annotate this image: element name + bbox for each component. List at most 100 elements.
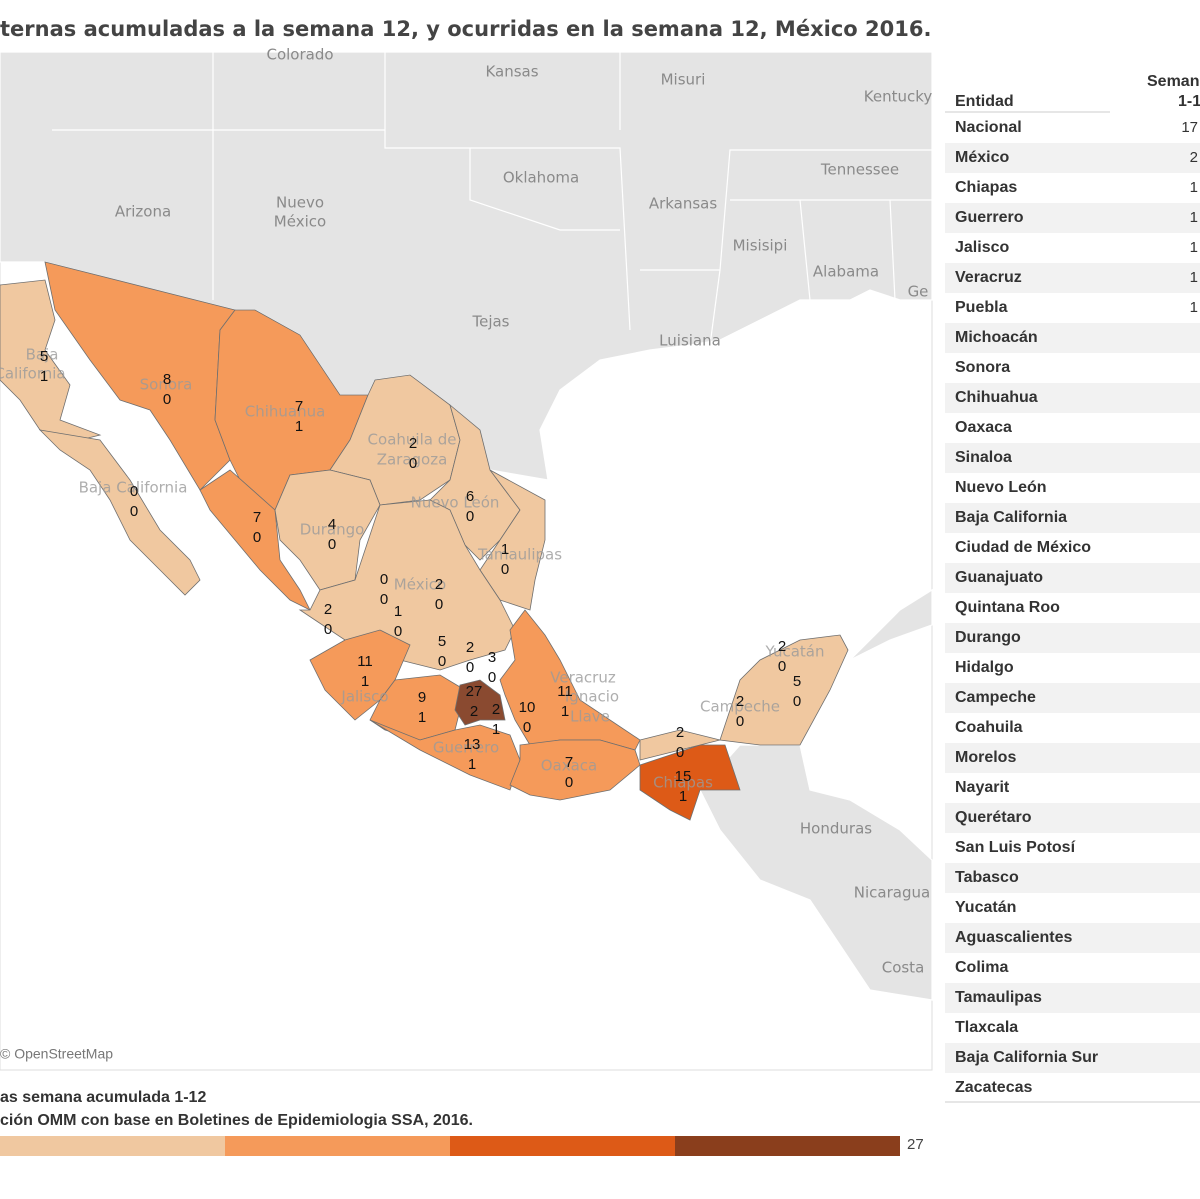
state-accumulated: 7 [295,398,303,415]
states [0,261,849,821]
row-bg [945,683,1200,713]
place-label: Campeche [700,698,780,716]
legend-swatch [450,1136,675,1156]
place-label: México [394,576,446,594]
entity: San Luis Potosí [955,839,1076,856]
row-bg [945,983,1200,1013]
value: 1 [1190,299,1198,316]
state-accumulated: 5 [40,348,48,365]
state-week: 1 [418,709,426,726]
place-label: México [274,213,326,231]
place-label: Sonora [140,376,193,394]
state [38,429,201,596]
row-bg [945,263,1200,293]
place-label: Arkansas [649,195,718,213]
value: 1 [1190,179,1198,196]
legend-swatch [675,1136,900,1156]
entity: Tlaxcala [955,1019,1018,1036]
state-week: 0 [394,623,402,640]
legend-max: 27 [907,1136,924,1153]
entity: Nuevo León [955,479,1047,496]
place-label: Alabama [813,263,879,281]
row-bg [945,143,1200,173]
entity: Colima [955,959,1008,976]
state-week: 0 [324,621,332,638]
entity: Guerrero [955,209,1024,226]
state-week: 1 [492,721,500,738]
state-accumulated: 0 [380,571,388,588]
table-header: Entidad [955,93,1014,110]
state-week: 1 [361,673,369,690]
table-header: 1-1 [1178,93,1200,110]
place-label: Nicaragua [854,884,930,902]
place-label: Luisiana [659,332,721,350]
state-week: 0 [163,391,171,408]
place-label: Chiapas [653,774,713,792]
state-accumulated: 7 [565,754,573,771]
state-accumulated: 9 [418,689,426,706]
entity: Yucatán [955,899,1016,916]
place-labels: Colorado Kansas Misuri Kentucky Oklahoma Tenn… [0,46,932,977]
row-bg [945,443,1200,473]
entity: Coahuila [955,719,1023,736]
legend-swatch [0,1136,225,1156]
value: 1 [1190,269,1198,286]
place-label: Kansas [485,63,538,81]
state-accumulated: 0 [130,483,138,500]
entity: Nacional [955,119,1022,136]
state [719,634,849,746]
place-label: Tennessee [820,161,899,179]
state-accumulated: 1 [394,603,402,620]
place-label: Chihuahua [245,403,326,421]
row-bg [945,623,1200,653]
row-bg [945,803,1200,833]
state-week: 1 [295,418,303,435]
legend-caption: as semana acumulada 1-12 [0,1089,206,1106]
entity: Durango [955,629,1021,646]
state-accumulated: 8 [163,371,171,388]
table: Entidad Seman 1-1 Nacional 17 México 2 Chiap… [945,73,1200,1103]
entity: Tabasco [955,869,1019,886]
state-week: 1 [561,703,569,720]
row-bg [945,203,1200,233]
entity: Quintana Roo [955,599,1060,616]
row-bg [945,1043,1200,1073]
state-accumulated: 5 [438,633,446,650]
state [369,719,521,791]
entity: Querétaro [955,809,1032,826]
entity: Aguascalientes [955,929,1072,946]
cuba [849,588,933,661]
state-accumulated: 3 [488,649,496,666]
row-bg [945,743,1200,773]
entity: Jalisco [955,239,1009,256]
attribution: © OpenStreetMap [0,1046,113,1062]
state-accumulated: 2 [676,724,684,741]
state-week: 0 [488,669,496,686]
state-accumulated: 2 [736,693,744,710]
state-week: 0 [130,503,138,520]
place-label: Ge [908,283,929,301]
state [329,374,461,506]
state [298,499,516,671]
state [454,679,506,726]
state-accumulated: 27 [466,683,483,700]
state-week: 0 [736,713,744,730]
state-accumulated: 2 [492,701,500,718]
state-week: 0 [778,658,786,675]
entity: Chiapas [955,179,1017,196]
place-label: Oaxaca [541,757,598,775]
place-label: Coahuila de [368,431,457,449]
state-accumulated: 2 [435,576,443,593]
entity: Baja California Sur [955,1049,1098,1066]
state-week: 0 [380,591,388,608]
state [429,403,521,561]
value: 1 [1190,209,1198,226]
place-label: Baja California [79,479,188,497]
state-accumulated: 2 [324,601,332,618]
state-week: 2 [470,703,478,720]
entity: Hidalgo [955,659,1014,676]
row-bg [945,383,1200,413]
state-week: 0 [501,561,509,578]
